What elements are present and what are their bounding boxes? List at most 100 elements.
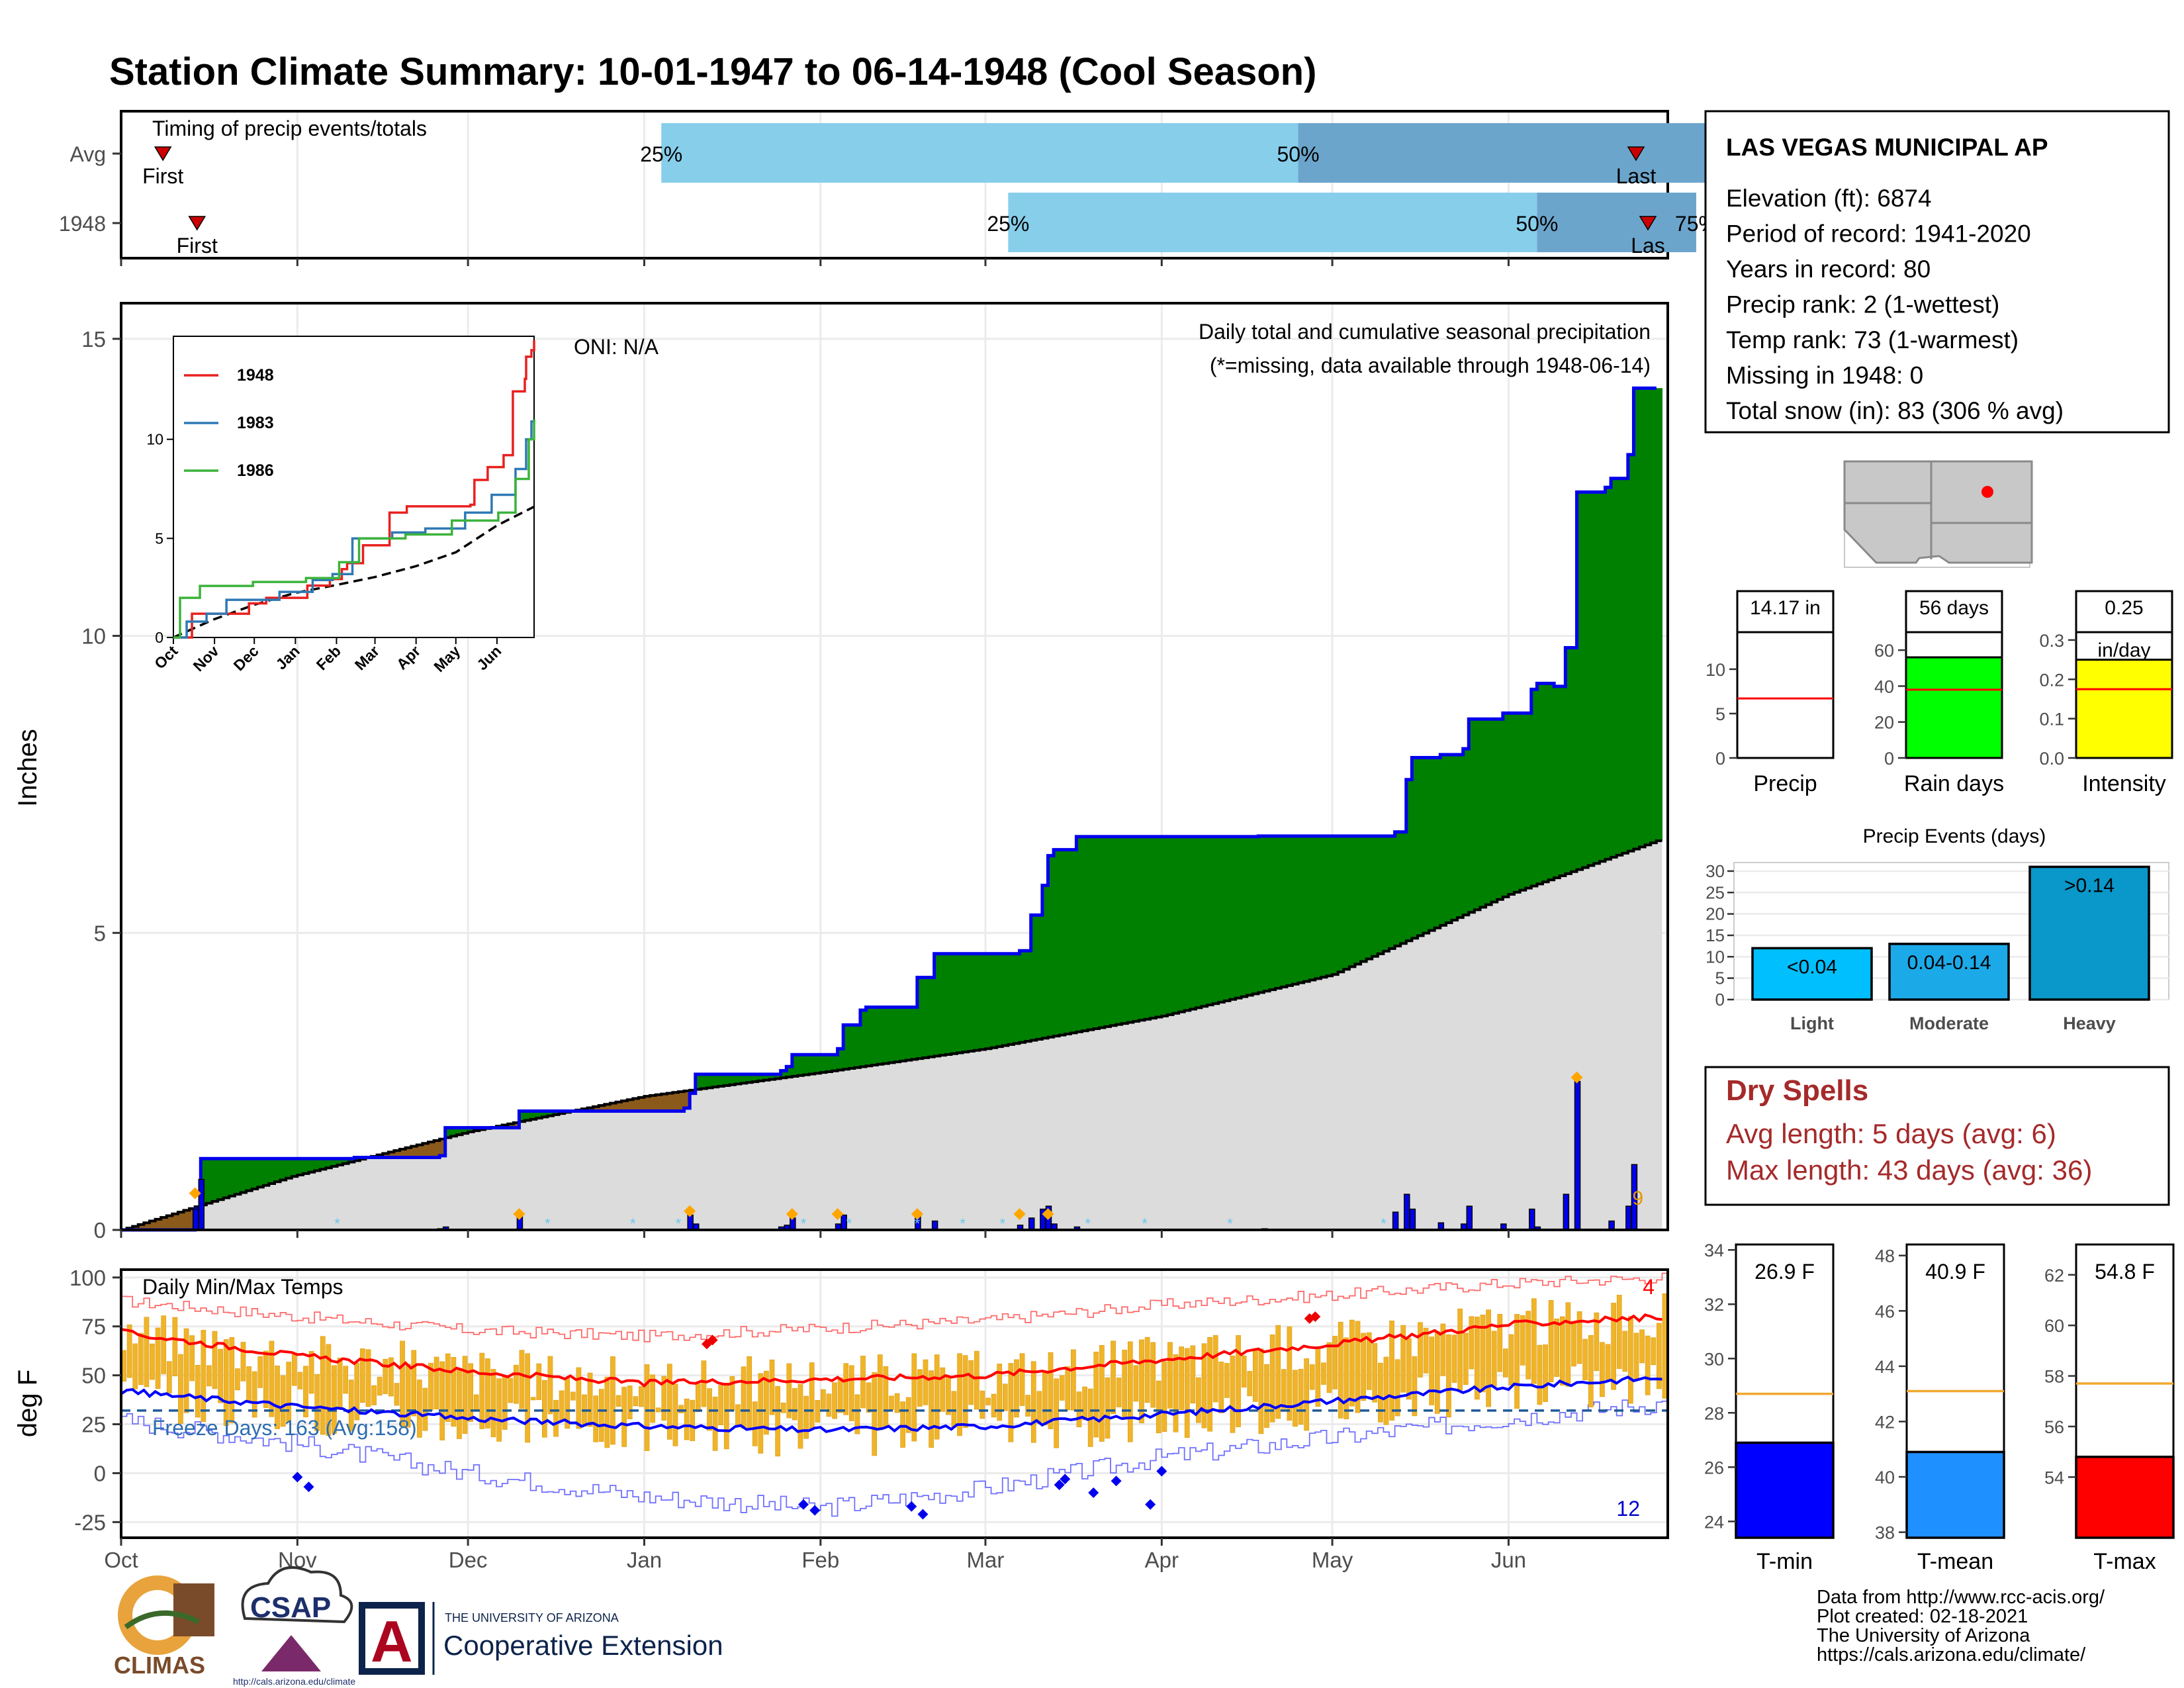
precip-ylabel: Inches xyxy=(13,729,42,807)
daily-temp-bar xyxy=(593,1395,599,1442)
above-normal-fill xyxy=(445,1127,451,1138)
below-normal-fill xyxy=(684,1090,690,1109)
inset-series-line xyxy=(173,419,535,639)
above-normal-fill xyxy=(923,977,929,1058)
daily-temp-bar xyxy=(547,1356,553,1415)
daily-temp-bar xyxy=(144,1317,150,1387)
above-normal-fill xyxy=(269,1158,275,1184)
above-normal-fill xyxy=(1116,836,1122,1025)
above-normal-fill xyxy=(1309,836,1316,980)
above-normal-fill xyxy=(1059,849,1066,1035)
timing-bar-25-50 xyxy=(1008,193,1537,252)
dry-spells-title: Dry Spells xyxy=(1726,1074,1868,1107)
snow-marker xyxy=(831,1208,844,1221)
above-normal-fill xyxy=(1093,836,1100,1029)
daily-temp-bar xyxy=(1543,1344,1548,1402)
above-normal-fill xyxy=(1645,388,1651,845)
freeze-days-label: Freeze Days: 163 (Avg:158) xyxy=(152,1416,417,1440)
above-normal-fill xyxy=(797,1055,804,1076)
timing-p25-label: 25% xyxy=(987,212,1029,236)
above-normal-fill xyxy=(1338,836,1344,972)
above-normal-fill xyxy=(1201,836,1208,1007)
daily-temp-bar xyxy=(1412,1356,1418,1417)
daily-temp-bar xyxy=(1559,1316,1565,1386)
daily-temp-bar xyxy=(1645,1335,1651,1395)
temp-bar-label: T-mean xyxy=(1917,1549,1993,1574)
station-info-line: Period of record: 1941-2020 xyxy=(1726,220,2031,248)
trace-marker: * xyxy=(545,1215,551,1232)
daily-temp-bar xyxy=(559,1390,565,1422)
record-low-marker xyxy=(1145,1499,1156,1510)
daily-temp-bar xyxy=(684,1398,690,1440)
daily-temp-bar xyxy=(1622,1331,1628,1372)
above-normal-fill xyxy=(974,953,980,1051)
daily-temp-bar xyxy=(860,1356,866,1409)
events-ytick-label: 0 xyxy=(1715,990,1725,1009)
above-normal-fill xyxy=(263,1158,269,1186)
climas-mountain-icon xyxy=(173,1583,214,1636)
inset-legend-label: 1986 xyxy=(237,461,274,480)
daily-temp-bar xyxy=(1309,1364,1315,1390)
mini-value-sub: in/day xyxy=(2097,639,2150,661)
daily-temp-bar xyxy=(320,1336,326,1435)
daily-temp-bar xyxy=(172,1317,178,1376)
daily-temp-bar xyxy=(957,1353,962,1436)
station-info-line: Temp rank: 73 (1-warmest) xyxy=(1726,326,2019,353)
daily-temp-bar xyxy=(701,1360,707,1407)
month-label: Mar xyxy=(967,1548,1005,1572)
daily-temp-bar xyxy=(1600,1342,1605,1397)
temp-bar-label: T-max xyxy=(2093,1549,2156,1574)
above-normal-fill xyxy=(951,953,958,1054)
temp-bar-ytick-label: 56 xyxy=(2044,1417,2064,1437)
above-normal-fill xyxy=(1019,951,1026,1043)
below-normal-fill xyxy=(621,1101,628,1111)
last-event-marker xyxy=(1627,146,1645,162)
below-normal-fill xyxy=(394,1150,400,1158)
above-normal-fill xyxy=(775,1074,782,1079)
daily-temp-bar xyxy=(473,1394,479,1410)
daily-temp-bar xyxy=(905,1397,911,1433)
temp-bar-ytick-label: 38 xyxy=(1875,1523,1895,1543)
above-normal-fill xyxy=(337,1158,343,1165)
month-label: Jan xyxy=(627,1548,662,1572)
event-bar xyxy=(2028,865,2150,1001)
above-normal-fill xyxy=(1287,836,1293,986)
daily-temp-bar xyxy=(678,1405,684,1413)
above-normal-fill xyxy=(1514,713,1521,892)
daily-temp-bar xyxy=(337,1358,343,1408)
dry-spells-max: Max length: 43 days (avg: 36) xyxy=(1726,1154,2092,1186)
daily-temp-bar xyxy=(1002,1383,1008,1411)
above-normal-fill xyxy=(1138,836,1146,1021)
snow-marker xyxy=(786,1208,798,1221)
trace-marker: * xyxy=(846,1215,852,1232)
daily-temp-bar xyxy=(1133,1365,1139,1402)
first-event-marker xyxy=(188,216,206,231)
daily-temp-bar xyxy=(496,1378,502,1442)
daily-temp-bar xyxy=(815,1399,821,1423)
above-normal-fill xyxy=(1423,757,1430,933)
record-high-marker xyxy=(1310,1311,1321,1322)
daily-temp-bar xyxy=(183,1328,189,1413)
dry-spells-frame xyxy=(1704,1066,2170,1206)
above-normal-fill xyxy=(1372,836,1379,957)
mini-ytick-label: 60 xyxy=(1874,641,1894,661)
temp-bar-ytick-label: 60 xyxy=(2044,1316,2064,1336)
above-normal-fill xyxy=(1412,757,1418,939)
station-info-line: Missing in 1948: 0 xyxy=(1726,362,1923,389)
mini-ytick-label: 5 xyxy=(1715,704,1725,724)
daily-temp-bar xyxy=(1144,1336,1150,1403)
above-normal-fill xyxy=(1030,915,1037,1041)
last-event-label: Last xyxy=(1616,164,1657,188)
daily-temp-bar xyxy=(1406,1338,1412,1400)
daily-temp-bar xyxy=(1127,1341,1133,1442)
trace-marker: * xyxy=(1227,1215,1233,1232)
events-ytick-label: 20 xyxy=(1706,904,1725,924)
daily-temp-bar xyxy=(826,1393,832,1417)
daily-temp-bar xyxy=(1514,1314,1520,1409)
above-normal-fill xyxy=(883,1007,889,1064)
daily-temp-bar xyxy=(1429,1336,1435,1405)
below-normal-fill xyxy=(644,1096,651,1111)
below-normal-fill xyxy=(400,1149,406,1158)
below-normal-fill xyxy=(615,1102,622,1111)
daily-temp-bar xyxy=(1440,1323,1446,1376)
